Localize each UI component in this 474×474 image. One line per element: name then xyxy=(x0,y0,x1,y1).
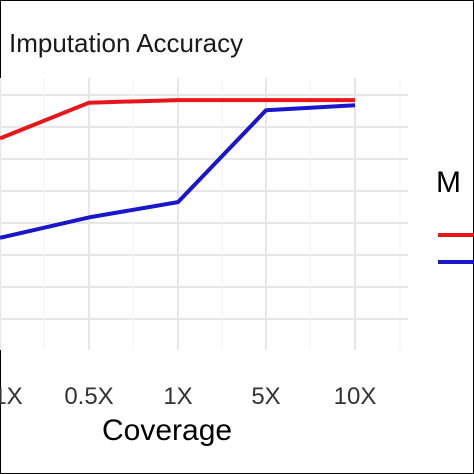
series-lines xyxy=(0,98,356,240)
grid-lines xyxy=(0,78,408,350)
x-tick-label: 1X xyxy=(0,383,23,410)
legend-keys xyxy=(438,233,474,264)
legend-title: M xyxy=(436,166,461,199)
x-axis-ticks: 1X 0.5X 1X 5X 10X xyxy=(0,383,376,410)
x-tick-label: 0.5X xyxy=(64,383,113,410)
x-tick-label: 10X xyxy=(334,383,377,410)
series-line-2 xyxy=(0,103,356,240)
x-tick-label: 1X xyxy=(163,383,192,410)
series-line-1 xyxy=(0,98,355,141)
x-tick-label: 5X xyxy=(251,383,280,410)
x-axis-title: Coverage xyxy=(102,414,233,447)
chart-title: Imputation Accuracy xyxy=(9,28,244,58)
